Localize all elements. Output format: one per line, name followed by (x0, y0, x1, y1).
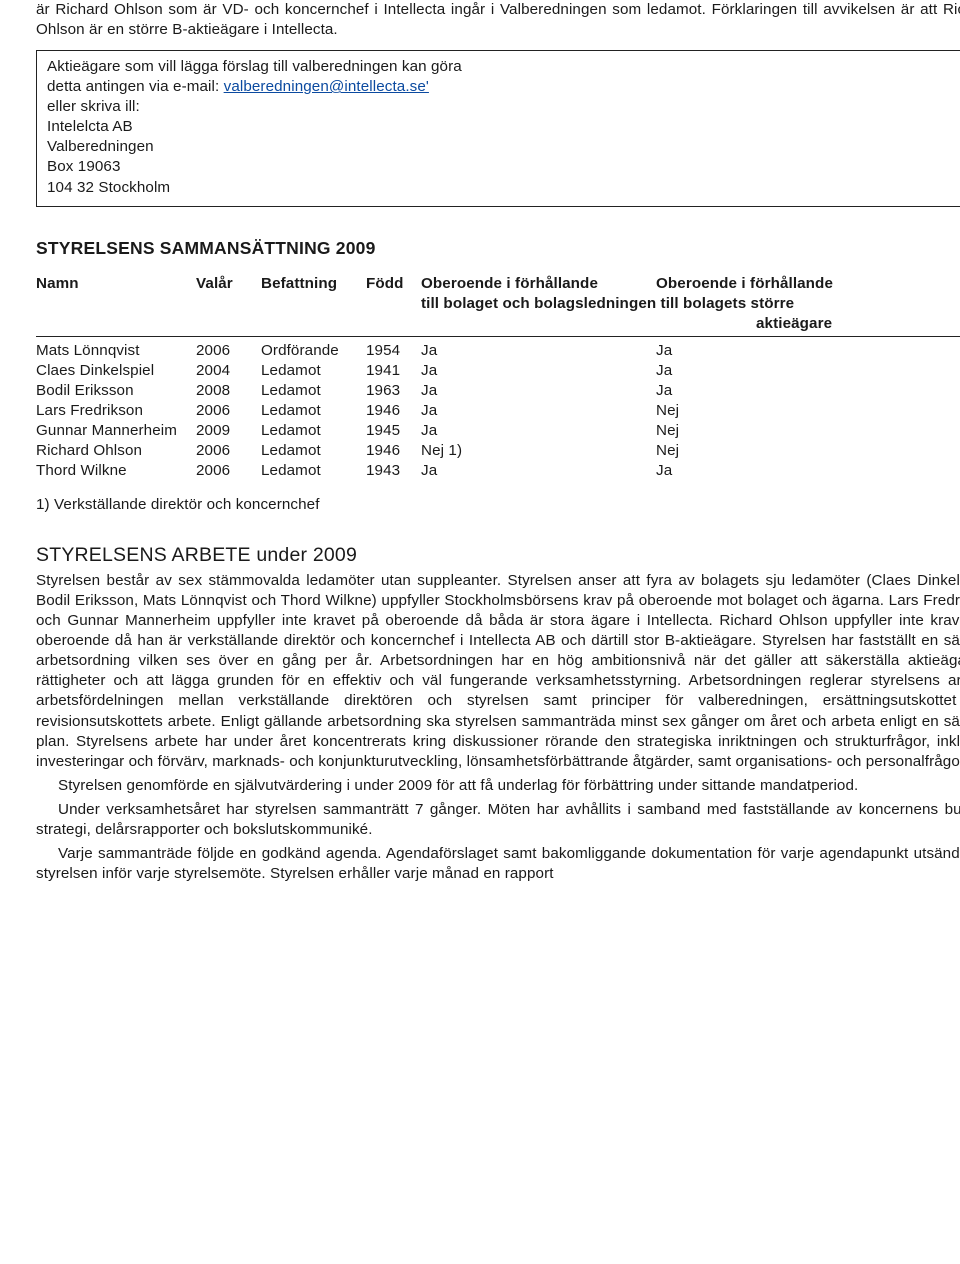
cell-role: Ledamot (261, 381, 366, 401)
box-line2: detta antingen via e-mail: valberedninge… (47, 77, 960, 97)
cell-year: 2008 (196, 381, 261, 401)
cell-i2: Ja (656, 341, 960, 361)
work-p3: Under verksamhetsåret har styrelsen samm… (36, 800, 960, 840)
cell-role: Ledamot (261, 461, 366, 481)
cell-born: 1945 (366, 421, 421, 441)
cell-name: Bodil Eriksson (36, 381, 196, 401)
col-ind2: Oberoende i förhållande (656, 274, 960, 294)
box-line5: Valberedningen (47, 137, 960, 157)
cell-role: Ledamot (261, 361, 366, 381)
intro-paragraph: är Richard Ohlson som är VD- och koncern… (36, 0, 960, 40)
cell-role: Ledamot (261, 441, 366, 461)
work-p2: Styrelsen genomförde en självutvärdering… (36, 776, 960, 796)
col-ind2-tail: aktieägare (656, 314, 960, 334)
cell-name: Claes Dinkelspiel (36, 361, 196, 381)
table-row: Lars Fredrikson2006Ledamot1946JaNej (36, 401, 960, 421)
cell-i1: Ja (421, 461, 656, 481)
cell-name: Gunnar Mannerheim (36, 421, 196, 441)
box-line4: Intelelcta AB (47, 117, 960, 137)
cell-i2: Ja (656, 361, 960, 381)
box-line6: Box 19063 (47, 157, 960, 177)
board-heading: STYRELSENS SAMMANSÄTTNING 2009 (36, 237, 960, 260)
table-row: Claes Dinkelspiel2004Ledamot1941JaJa (36, 361, 960, 381)
board-table: Namn Valår Befattning Född Oberoende i f… (36, 274, 960, 482)
table-footnote: 1) Verkställande direktör och koncernche… (36, 495, 960, 515)
cell-i1: Ja (421, 381, 656, 401)
work-heading: STYRELSENS ARBETE under 2009 (36, 543, 960, 569)
col-born: Född (366, 274, 421, 294)
cell-i1: Ja (421, 401, 656, 421)
cell-i2: Nej (656, 421, 960, 441)
cell-year: 2006 (196, 461, 261, 481)
cell-born: 1946 (366, 401, 421, 421)
cell-year: 2006 (196, 401, 261, 421)
box-line3: eller skriva ill: (47, 97, 960, 117)
cell-year: 2009 (196, 421, 261, 441)
cell-name: Thord Wilkne (36, 461, 196, 481)
box-line2-prefix: detta antingen via e-mail: (47, 78, 224, 95)
cell-year: 2006 (196, 441, 261, 461)
cell-name: Mats Lönnqvist (36, 341, 196, 361)
cell-i2: Ja (656, 461, 960, 481)
col-name: Namn (36, 274, 196, 294)
col-role: Befattning (261, 274, 366, 294)
cell-born: 1954 (366, 341, 421, 361)
email-link[interactable]: valberedningen@intellecta.se' (224, 78, 429, 95)
table-row: Thord Wilkne2006Ledamot1943JaJa (36, 461, 960, 481)
cell-role: Ledamot (261, 421, 366, 441)
cell-i1: Ja (421, 361, 656, 381)
cell-i2: Ja (656, 381, 960, 401)
table-row: Gunnar Mannerheim2009Ledamot1945JaNej (36, 421, 960, 441)
cell-year: 2006 (196, 341, 261, 361)
contact-box: Aktieägare som vill lägga förslag till v… (36, 50, 960, 206)
col-year: Valår (196, 274, 261, 294)
table-row: Mats Lönnqvist2006Ordförande1954JaJa (36, 341, 960, 361)
cell-born: 1941 (366, 361, 421, 381)
cell-i2: Nej (656, 401, 960, 421)
cell-name: Lars Fredrikson (36, 401, 196, 421)
work-p1: Styrelsen består av sex stämmovalda leda… (36, 571, 960, 772)
table-row: Richard Ohlson2006Ledamot1946Nej 1)Nej (36, 441, 960, 461)
cell-born: 1943 (366, 461, 421, 481)
cell-i1: Ja (421, 341, 656, 361)
cell-name: Richard Ohlson (36, 441, 196, 461)
cell-born: 1946 (366, 441, 421, 461)
col-ind1: Oberoende i förhållande (421, 274, 656, 294)
cell-year: 2004 (196, 361, 261, 381)
col-ind-sub: till bolaget och bolagsledningen till bo… (421, 294, 960, 314)
cell-i2: Nej (656, 441, 960, 461)
cell-i1: Ja (421, 421, 656, 441)
cell-born: 1963 (366, 381, 421, 401)
cell-i1: Nej 1) (421, 441, 656, 461)
cell-role: Ledamot (261, 401, 366, 421)
table-row: Bodil Eriksson2008Ledamot1963JaJa (36, 381, 960, 401)
box-line7: 104 32 Stockholm (47, 178, 960, 198)
cell-role: Ordförande (261, 341, 366, 361)
work-p4: Varje sammanträde följde en godkänd agen… (36, 844, 960, 884)
box-line1: Aktieägare som vill lägga förslag till v… (47, 57, 960, 77)
